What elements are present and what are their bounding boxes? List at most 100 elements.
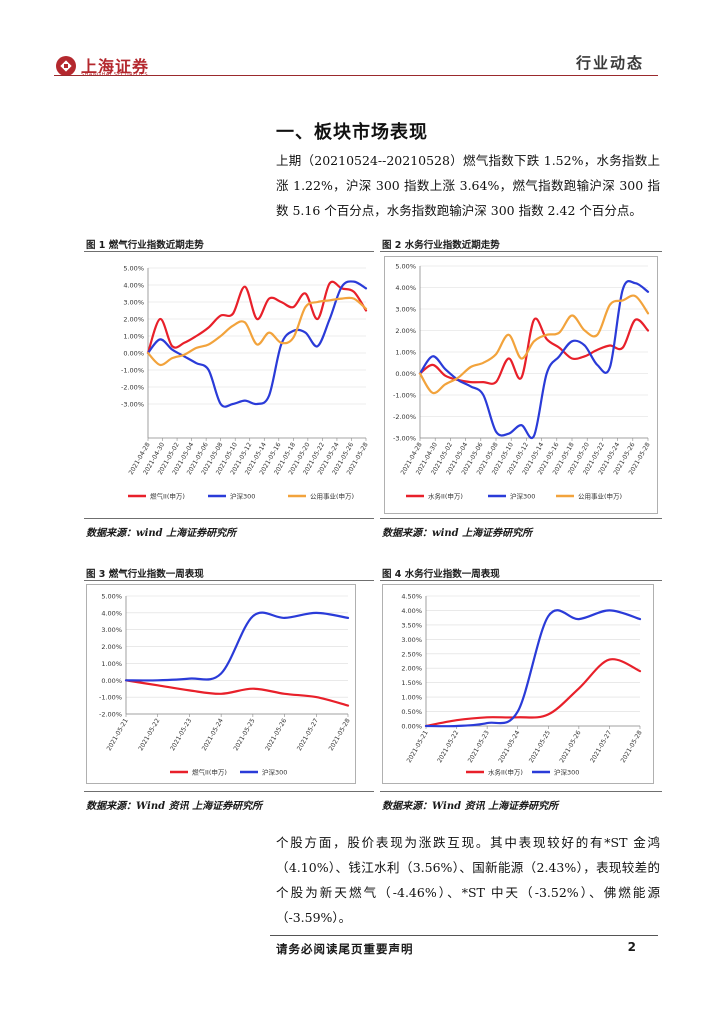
fig4-source: 数据来源：Wind 资讯 上海证券研究所 xyxy=(382,801,559,812)
y-tick-label: 3.00% xyxy=(401,636,422,644)
x-tick-label: 2021-05-24 xyxy=(497,729,521,764)
x-tick-label: 2021-05-27 xyxy=(296,717,320,752)
fig2-chart: 5.00% 4.00% 3.00% 2.00% 1.00% 0.00% -1.00% -2.0… xyxy=(384,256,658,514)
fig3-rule xyxy=(84,580,374,581)
header-divider xyxy=(54,75,658,76)
x-tick-label: 2021-05-26 xyxy=(264,717,288,752)
legend-label: 沪深300 xyxy=(230,492,255,501)
series-line-blue xyxy=(418,279,650,439)
fig3-source: 数据来源：Wind 资讯 上海证券研究所 xyxy=(86,801,263,812)
series-line-blue xyxy=(424,609,642,728)
fig3-plot: 5.00% 4.00% 3.00% 2.00% 1.00% 0.00% -1.00% -2.0… xyxy=(86,584,356,784)
fig4-rule xyxy=(380,580,662,581)
x-tick-label: 2021-05-28 xyxy=(620,729,644,764)
y-tick-label: 1.00% xyxy=(395,349,416,357)
x-tick-label: 2021-05-25 xyxy=(233,717,257,752)
logo-icon xyxy=(56,56,76,76)
y-tick-label: 2.00% xyxy=(123,316,144,324)
fig2-plot: 5.00% 4.00% 3.00% 2.00% 1.00% 0.00% -1.00% -2.0… xyxy=(384,256,658,514)
y-tick-label: -1.00% xyxy=(121,367,144,375)
y-tick-label: 2.00% xyxy=(401,665,422,673)
fig4-plot: 4.50% 4.00% 3.50% 3.00% 2.50% 2.00% 1.50% 1.00%… xyxy=(382,584,654,784)
y-tick-label: 5.00% xyxy=(395,263,416,271)
fig1-caption: 图 1 燃气行业指数近期走势 xyxy=(86,240,204,251)
x-tick-label: 2021-05-23 xyxy=(169,717,193,752)
legend-label: 沪深300 xyxy=(510,492,535,501)
fig1-plot: 5.00% 4.00% 3.00% 2.00% 1.00% 0.00% -1.00% -2.0… xyxy=(121,265,370,501)
x-tick-label: 2021-05-27 xyxy=(589,729,613,764)
y-tick-label: -1.00% xyxy=(393,392,416,400)
legend-label: 沪深300 xyxy=(262,768,287,777)
footer-notice: 请务必阅读尾页重要声明 xyxy=(276,942,414,956)
series-line-red xyxy=(146,280,368,355)
x-tick-label: 2021-05-26 xyxy=(559,729,583,764)
x-tick-label: 2021-05-23 xyxy=(467,729,491,764)
y-tick-label: 4.00% xyxy=(123,282,144,290)
y-tick-label: -1.00% xyxy=(99,694,122,702)
y-tick-label: 3.00% xyxy=(123,299,144,307)
legend-label: 燃气II(申万) xyxy=(150,492,185,501)
y-tick-label: -2.00% xyxy=(99,711,122,719)
fig4-rule-bottom xyxy=(380,791,662,792)
series-line-orange xyxy=(418,294,650,395)
summary-paragraph: 上期（20210524--20210528）燃气指数下跌 1.52%，水务指数上… xyxy=(276,153,660,218)
fig2-source: 数据来源：wind 上海证券研究所 xyxy=(382,528,533,539)
y-tick-label: 0.00% xyxy=(123,350,144,358)
y-tick-label: 1.00% xyxy=(123,333,144,341)
x-tick-label: 2021-05-21 xyxy=(106,717,130,752)
fig4-chart: 4.50% 4.00% 3.50% 3.00% 2.50% 2.00% 1.50% 1.00%… xyxy=(382,584,654,784)
footer-divider xyxy=(270,935,658,936)
fig1-rule xyxy=(84,251,374,252)
y-tick-label: 5.00% xyxy=(101,593,122,601)
legend-label: 沪深300 xyxy=(554,768,579,777)
fig1-chart: 5.00% 4.00% 3.00% 2.00% 1.00% 0.00% -1.00% -2.0… xyxy=(110,256,372,514)
y-tick-label: 0.00% xyxy=(401,723,422,731)
fig2-rule-bottom xyxy=(380,518,662,519)
report-type: 行业动态 xyxy=(575,54,644,72)
legend-label: 水务II(申万) xyxy=(428,492,463,501)
legend-label: 水务II(申万) xyxy=(488,768,523,777)
y-tick-label: 4.00% xyxy=(395,284,416,292)
y-tick-label: 3.50% xyxy=(401,621,422,629)
y-tick-label: 1.00% xyxy=(401,694,422,702)
fig2-caption: 图 2 水务行业指数近期走势 xyxy=(382,240,500,251)
fig1-source: 数据来源：wind 上海证券研究所 xyxy=(86,528,237,539)
y-tick-label: 0.50% xyxy=(401,708,422,716)
y-tick-label: -3.00% xyxy=(121,401,144,409)
y-tick-label: 3.00% xyxy=(101,626,122,634)
series-line-blue xyxy=(124,611,350,682)
x-tick-label: 2021-05-25 xyxy=(528,729,552,764)
y-tick-label: 0.00% xyxy=(101,677,122,685)
y-tick-label: 0.00% xyxy=(395,370,416,378)
chart-frame xyxy=(384,256,658,514)
x-tick-label: 2021-05-21 xyxy=(406,729,430,764)
legend-label: 公用事业(申万) xyxy=(310,492,354,501)
y-tick-label: 2.00% xyxy=(101,643,122,651)
y-tick-label: -3.00% xyxy=(393,435,416,443)
section-title: 一、板块市场表现 xyxy=(276,122,428,143)
series-line-orange xyxy=(146,296,368,367)
y-tick-label: 2.50% xyxy=(401,650,422,658)
y-tick-label: 5.00% xyxy=(123,265,144,273)
legend-label: 公用事业(申万) xyxy=(578,492,622,501)
x-tick-label: 2021-05-22 xyxy=(137,717,161,752)
fig3-caption: 图 3 燃气行业指数一周表现 xyxy=(86,569,204,580)
series-line-blue xyxy=(146,280,368,408)
chart-frame xyxy=(86,584,356,784)
fig3-rule-bottom xyxy=(84,791,374,792)
y-tick-label: -2.00% xyxy=(393,413,416,421)
fig3-chart: 5.00% 4.00% 3.00% 2.00% 1.00% 0.00% -1.00% -2.0… xyxy=(86,584,356,784)
x-tick-label: 2021-05-22 xyxy=(436,729,460,764)
y-tick-label: -2.00% xyxy=(121,384,144,392)
legend-label: 燃气II(申万) xyxy=(192,768,227,777)
x-tick-label: 2021-05-24 xyxy=(201,717,225,752)
y-tick-label: 1.50% xyxy=(401,679,422,687)
fig4-caption: 图 4 水务行业指数一周表现 xyxy=(382,569,500,580)
y-tick-label: 1.00% xyxy=(101,660,122,668)
fig2-rule xyxy=(380,251,662,252)
y-tick-label: 4.00% xyxy=(101,609,122,617)
y-tick-label: 2.00% xyxy=(395,327,416,335)
y-tick-label: 3.00% xyxy=(395,306,416,314)
fig1-rule-bottom xyxy=(84,518,374,519)
y-tick-label: 4.50% xyxy=(401,593,422,601)
